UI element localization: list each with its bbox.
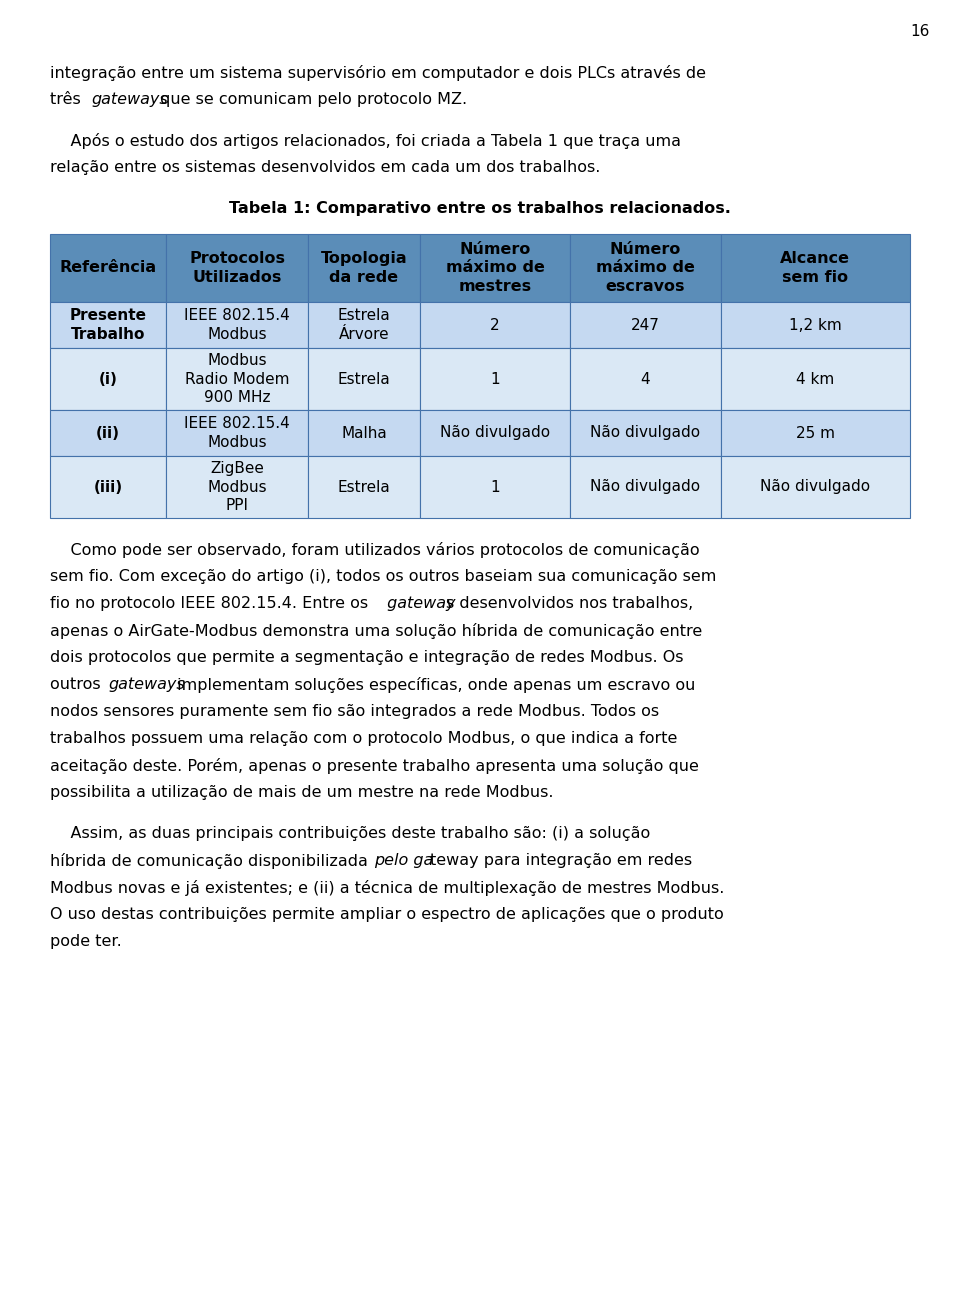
Text: 1,2 km: 1,2 km <box>789 318 842 332</box>
Text: IEEE 802.15.4
Modbus: IEEE 802.15.4 Modbus <box>184 309 290 341</box>
Bar <box>570 348 721 409</box>
Bar <box>420 234 570 302</box>
Text: Tabela 1: Comparativo entre os trabalhos relacionados.: Tabela 1: Comparativo entre os trabalhos… <box>229 201 731 216</box>
Bar <box>308 456 420 518</box>
Bar <box>420 302 570 348</box>
Text: possibilita a utilização de mais de um mestre na rede Modbus.: possibilita a utilização de mais de um m… <box>50 785 554 800</box>
Text: gateways: gateways <box>91 92 168 107</box>
Text: 247: 247 <box>631 318 660 332</box>
Text: Alcance
sem fio: Alcance sem fio <box>780 251 851 285</box>
Text: trabalhos possuem uma relação com o protocolo Modbus, o que indica a forte: trabalhos possuem uma relação com o prot… <box>50 731 678 746</box>
Text: fio no protocolo IEEE 802.15.4. Entre os: fio no protocolo IEEE 802.15.4. Entre os <box>50 596 368 611</box>
Bar <box>308 348 420 409</box>
Bar <box>721 348 910 409</box>
Bar <box>420 456 570 518</box>
Bar <box>570 456 721 518</box>
Bar <box>721 456 910 518</box>
Text: Não divulgado: Não divulgado <box>590 480 701 494</box>
Text: sem fio. Com exceção do artigo (i), todos os outros baseiam sua comunicação sem: sem fio. Com exceção do artigo (i), todo… <box>50 569 716 583</box>
Text: apenas o AirGate-Modbus demonstra uma solução híbrida de comunicação entre: apenas o AirGate-Modbus demonstra uma so… <box>50 623 703 640</box>
Text: 4: 4 <box>640 371 650 386</box>
Text: gateways: gateways <box>108 678 185 692</box>
Bar <box>308 409 420 456</box>
Text: implementam soluções específicas, onde apenas um escravo ou: implementam soluções específicas, onde a… <box>172 678 695 693</box>
Bar <box>50 456 166 518</box>
Text: integração entre um sistema supervisório em computador e dois PLCs através de: integração entre um sistema supervisório… <box>50 65 706 81</box>
Text: 1: 1 <box>491 371 500 386</box>
Text: que se comunicam pelo protocolo MZ.: que se comunicam pelo protocolo MZ. <box>156 92 468 107</box>
Text: Protocolos
Utilizados: Protocolos Utilizados <box>189 251 285 285</box>
Text: Após o estudo dos artigos relacionados, foi criada a Tabela 1 que traça uma: Após o estudo dos artigos relacionados, … <box>50 133 681 149</box>
Text: IEEE 802.15.4
Modbus: IEEE 802.15.4 Modbus <box>184 416 290 450</box>
Text: 25 m: 25 m <box>796 425 835 441</box>
Text: híbrida de comunicação disponibilizada: híbrida de comunicação disponibilizada <box>50 853 373 869</box>
Text: Estrela
Árvore: Estrela Árvore <box>338 309 391 341</box>
Text: ZigBee
Modbus
PPI: ZigBee Modbus PPI <box>207 460 267 513</box>
Text: 2: 2 <box>491 318 500 332</box>
Bar <box>721 409 910 456</box>
Text: (iii): (iii) <box>93 480 123 494</box>
Text: Estrela: Estrela <box>338 480 391 494</box>
Text: O uso destas contribuições permite ampliar o espectro de aplicações que o produt: O uso destas contribuições permite ampli… <box>50 906 724 922</box>
Text: três: três <box>50 92 85 107</box>
Text: Número
máximo de
escravos: Número máximo de escravos <box>596 242 695 294</box>
Text: (i): (i) <box>99 371 117 386</box>
Text: Como pode ser observado, foram utilizados vários protocolos de comunicação: Como pode ser observado, foram utilizado… <box>50 542 700 559</box>
Text: Presente
Trabalho: Presente Trabalho <box>69 309 147 341</box>
Bar <box>570 302 721 348</box>
Bar <box>166 302 308 348</box>
Text: Não divulgado: Não divulgado <box>760 480 871 494</box>
Bar <box>420 348 570 409</box>
Bar <box>50 302 166 348</box>
Bar <box>420 409 570 456</box>
Text: Número
máximo de
mestres: Número máximo de mestres <box>445 242 544 294</box>
Text: 16: 16 <box>911 25 930 39</box>
Text: 4 km: 4 km <box>796 371 834 386</box>
Bar <box>50 234 166 302</box>
Bar <box>308 234 420 302</box>
Text: Modbus
Radio Modem
900 MHz: Modbus Radio Modem 900 MHz <box>184 353 289 405</box>
Text: Topologia
da rede: Topologia da rede <box>321 251 407 285</box>
Text: Não divulgado: Não divulgado <box>440 425 550 441</box>
Bar <box>50 348 166 409</box>
Bar <box>308 302 420 348</box>
Text: gateway: gateway <box>382 596 456 611</box>
Text: Estrela: Estrela <box>338 371 391 386</box>
Text: Modbus novas e já existentes; e (ii) a técnica de multiplexação de mestres Modbu: Modbus novas e já existentes; e (ii) a t… <box>50 880 725 896</box>
Text: Malha: Malha <box>341 425 387 441</box>
Bar <box>166 456 308 518</box>
Bar <box>721 234 910 302</box>
Text: nodos sensores puramente sem fio são integrados a rede Modbus. Todos os: nodos sensores puramente sem fio são int… <box>50 704 660 719</box>
Bar <box>570 409 721 456</box>
Text: pode ter.: pode ter. <box>50 934 122 950</box>
Text: outros: outros <box>50 678 106 692</box>
Bar <box>166 234 308 302</box>
Text: aceitação deste. Porém, apenas o presente trabalho apresenta uma solução que: aceitação deste. Porém, apenas o present… <box>50 759 699 774</box>
Text: s desenvolvidos nos trabalhos,: s desenvolvidos nos trabalhos, <box>446 596 693 611</box>
Text: Não divulgado: Não divulgado <box>590 425 701 441</box>
Bar <box>50 409 166 456</box>
Bar <box>166 409 308 456</box>
Text: Assim, as duas principais contribuições deste trabalho são: (i) a solução: Assim, as duas principais contribuições … <box>50 825 650 841</box>
Text: Referência: Referência <box>60 260 156 276</box>
Text: teway para integração em redes: teway para integração em redes <box>430 853 692 869</box>
Bar <box>166 348 308 409</box>
Bar <box>570 234 721 302</box>
Text: 1: 1 <box>491 480 500 494</box>
Text: relação entre os sistemas desenvolvidos em cada um dos trabalhos.: relação entre os sistemas desenvolvidos … <box>50 160 600 175</box>
Text: pelo ga: pelo ga <box>373 853 433 869</box>
Text: dois protocolos que permite a segmentação e integração de redes Modbus. Os: dois protocolos que permite a segmentaçã… <box>50 650 684 664</box>
Bar <box>721 302 910 348</box>
Text: (ii): (ii) <box>96 425 120 441</box>
